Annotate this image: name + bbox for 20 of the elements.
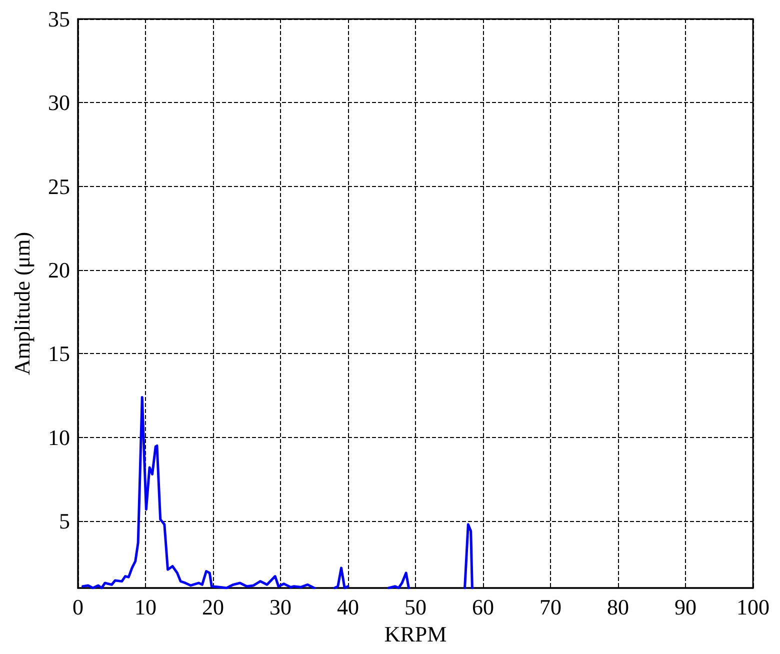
y-tick-label: 20 (48, 258, 70, 283)
x-tick-label: 0 (72, 594, 84, 620)
y-tick-label: 35 (48, 6, 70, 32)
x-tick-label: 60 (472, 594, 494, 620)
y-tick-label: 15 (48, 341, 70, 366)
x-tick-label: 50 (404, 594, 426, 620)
x-tick-label: 100 (736, 594, 770, 620)
x-tick-label: 40 (337, 594, 359, 620)
x-tick-label: 80 (607, 594, 629, 620)
y-tick-label: 30 (48, 90, 70, 116)
x-tick-label: 90 (674, 594, 696, 620)
x-tick-label: 70 (540, 594, 562, 620)
y-tick-label: 10 (48, 424, 70, 450)
x-tick-label: 20 (202, 594, 224, 620)
y-axis-title: Amplitude (μm) (10, 232, 34, 376)
y-tick-label: 5 (59, 508, 70, 534)
x-axis-title: KRPM (384, 621, 447, 646)
x-tick-label: 10 (134, 594, 156, 620)
x-tick-label: 30 (270, 594, 292, 620)
y-tick-label: 25 (48, 174, 70, 199)
